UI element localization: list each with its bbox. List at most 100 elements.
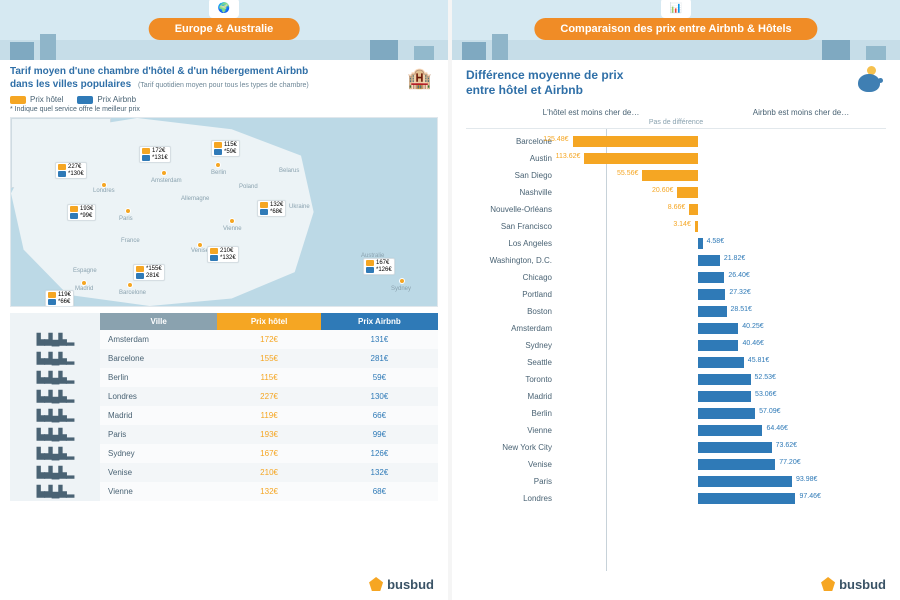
swatch-airbnb bbox=[77, 96, 93, 104]
map-label: Ukraine bbox=[289, 204, 310, 210]
price-tag: 167€*126€ bbox=[363, 258, 395, 275]
table-row: ▙▟▄▙▂Madrid119€66€ bbox=[10, 406, 438, 425]
bar-value: 27.32€ bbox=[729, 289, 750, 296]
diff-city-label: New York City bbox=[466, 443, 558, 452]
diff-city-label: Londres bbox=[466, 494, 558, 503]
bar-airbnb bbox=[698, 459, 775, 470]
diff-row: Austin113.62€ bbox=[466, 150, 886, 167]
bar-value: 125.48€ bbox=[543, 136, 568, 143]
map-pin bbox=[127, 282, 133, 288]
diff-row: New York City 73.62€ bbox=[466, 439, 886, 456]
price-tag: 210€*132€ bbox=[207, 246, 239, 263]
map-label: Sydney bbox=[391, 286, 411, 292]
right-title: Différence moyenne de prix entre hôtel e… bbox=[466, 68, 886, 98]
diff-row: Vienne64.46€ bbox=[466, 422, 886, 439]
right-pill: Comparaison des prix entre Airbnb & Hôte… bbox=[534, 18, 817, 40]
diff-city-label: Paris bbox=[466, 477, 558, 486]
bar-airbnb bbox=[698, 357, 744, 368]
table-row: ▙▟▄▙▂Amsterdam172€131€ bbox=[10, 330, 438, 349]
map-pin bbox=[161, 170, 167, 176]
bar-hotel bbox=[695, 221, 698, 232]
bar-value: 77.20€ bbox=[779, 459, 800, 466]
bar-airbnb bbox=[698, 442, 772, 453]
diff-row: Washington, D.C.21.82€ bbox=[466, 252, 886, 269]
bar-value: 73.62€ bbox=[776, 442, 797, 449]
map-label: Allemagne bbox=[181, 196, 209, 202]
table-row: ▙▟▄▙▂Paris193€99€ bbox=[10, 425, 438, 444]
table-header: Ville bbox=[100, 313, 217, 330]
diff-city-label: Sydney bbox=[466, 341, 558, 350]
diff-row: Nouvelle-Orléans 8.66€ bbox=[466, 201, 886, 218]
left-header: 🌍 Europe & Australie bbox=[0, 0, 448, 60]
map-pin bbox=[215, 162, 221, 168]
bar-value: 8.66€ bbox=[668, 204, 686, 211]
diff-row: Barcelone125.48€ bbox=[466, 133, 886, 150]
diff-city-label: Vienne bbox=[466, 426, 558, 435]
diff-row: Londres97.46€ bbox=[466, 490, 886, 507]
piggy-icon bbox=[858, 74, 880, 92]
table-header: Prix hôtel bbox=[217, 313, 321, 330]
bar-hotel bbox=[642, 170, 698, 181]
bar-airbnb bbox=[698, 391, 751, 402]
diff-row: Portland27.32€ bbox=[466, 286, 886, 303]
map-pin bbox=[125, 208, 131, 214]
bar-airbnb bbox=[698, 323, 738, 334]
left-subtitle: (Tarif quotidien moyen pour tous les typ… bbox=[138, 82, 309, 89]
left-title-l1: Tarif moyen d'une chambre d'hôtel & d'un… bbox=[10, 66, 308, 77]
bar-airbnb bbox=[698, 408, 755, 419]
map-label: Vienne bbox=[223, 226, 242, 232]
center-caption: Pas de différence bbox=[466, 119, 886, 126]
table-row: ▙▟▄▙▂Sydney167€126€ bbox=[10, 444, 438, 463]
diff-row: Boston28.51€ bbox=[466, 303, 886, 320]
table-row: ▙▟▄▙▂Vienne132€68€ bbox=[10, 482, 438, 501]
diff-city-label: San Diego bbox=[466, 171, 558, 180]
left-title: Tarif moyen d'une chambre d'hôtel & d'un… bbox=[10, 66, 438, 91]
map: LondresAmsterdamParisAllemagneBerlinPola… bbox=[10, 117, 438, 307]
bar-airbnb bbox=[698, 272, 724, 283]
diff-row: San Diego 55.56€ bbox=[466, 167, 886, 184]
bar-value: 93.98€ bbox=[796, 476, 817, 483]
legend-airbnb-label: Prix Airbnb bbox=[97, 95, 136, 104]
map-pin bbox=[229, 218, 235, 224]
price-table: VillePrix hôtelPrix Airbnb ▙▟▄▙▂Amsterda… bbox=[10, 313, 438, 501]
map-label: Belarus bbox=[279, 168, 299, 174]
bar-value: 28.51€ bbox=[731, 306, 752, 313]
right-title-l2: entre hôtel et Airbnb bbox=[466, 83, 583, 97]
diff-city-label: Venise bbox=[466, 460, 558, 469]
logo-text: busbud bbox=[839, 577, 886, 592]
diff-chart: Barcelone125.48€Austin113.62€ San Diego 55… bbox=[466, 128, 886, 571]
bar-value: 40.46€ bbox=[742, 340, 763, 347]
right-panel: 📊 Comparaison des prix entre Airbnb & Hô… bbox=[452, 0, 900, 600]
hotel-icon: 🏨 bbox=[407, 66, 432, 91]
diff-city-label: Madrid bbox=[466, 392, 558, 401]
map-label: Espagne bbox=[73, 268, 97, 274]
diff-row: Paris 93.98€ bbox=[466, 473, 886, 490]
diff-city-label: Washington, D.C. bbox=[466, 256, 558, 265]
price-tag: 193€*99€ bbox=[67, 204, 96, 221]
bar-value: 26.40€ bbox=[728, 272, 749, 279]
map-pin bbox=[101, 182, 107, 188]
bar-value: 52.53€ bbox=[755, 374, 776, 381]
diff-row: Toronto 52.53€ bbox=[466, 371, 886, 388]
price-tag: 172€*131€ bbox=[139, 146, 171, 163]
table-row: ▙▟▄▙▂Barcelone155€281€ bbox=[10, 349, 438, 368]
logo-row-left: busbud bbox=[0, 571, 448, 600]
bar-value: 20.60€ bbox=[652, 187, 673, 194]
diff-row: Nashville20.60€ bbox=[466, 184, 886, 201]
bar-value: 57.09€ bbox=[759, 408, 780, 415]
bar-value: 55.56€ bbox=[617, 170, 638, 177]
diff-row: Venise 77.20€ bbox=[466, 456, 886, 473]
diff-city-label: Seattle bbox=[466, 358, 558, 367]
right-header: 📊 Comparaison des prix entre Airbnb & Hô… bbox=[452, 0, 900, 60]
diff-city-label: Toronto bbox=[466, 375, 558, 384]
bar-airbnb bbox=[698, 340, 738, 351]
bar-airbnb bbox=[698, 238, 703, 249]
map-label: Berlin bbox=[211, 170, 226, 176]
bar-value: 45.81€ bbox=[748, 357, 769, 364]
table-header: Prix Airbnb bbox=[321, 313, 438, 330]
bar-airbnb bbox=[698, 425, 762, 436]
bar-hotel bbox=[573, 136, 698, 147]
map-label: Londres bbox=[93, 188, 115, 194]
swatch-hotel bbox=[10, 96, 26, 104]
diff-city-label: Nouvelle-Orléans bbox=[466, 205, 558, 214]
